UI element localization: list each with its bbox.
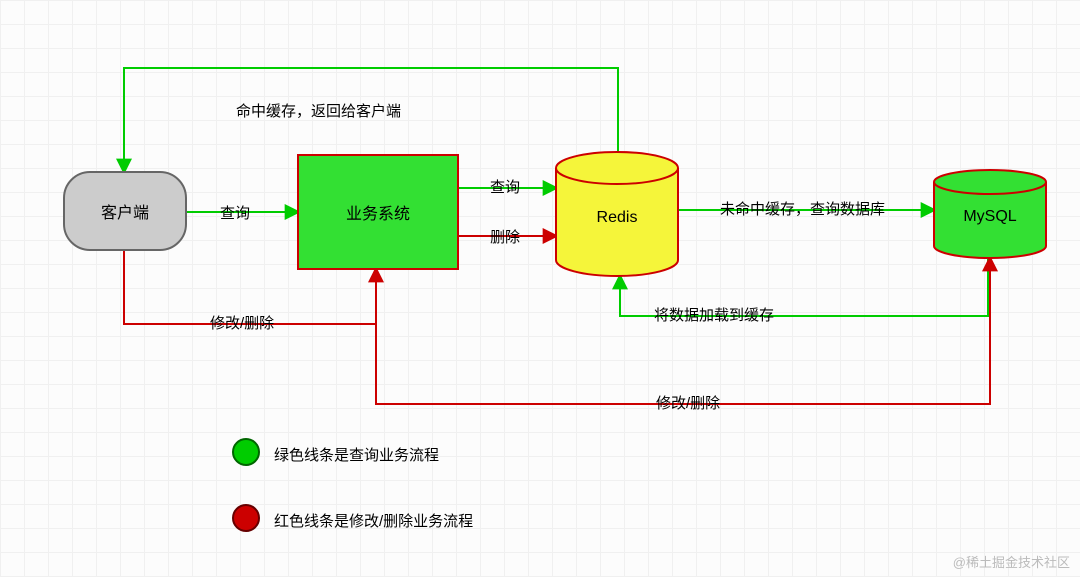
edge-label-modify2: 修改/删除 xyxy=(656,392,720,413)
legend-dot-green xyxy=(232,438,260,466)
edge-modify2 xyxy=(376,258,990,404)
legend-dot-red xyxy=(232,504,260,532)
edge-label-load-cache: 将数据加载到缓存 xyxy=(654,304,774,325)
edge-label-query1: 查询 xyxy=(220,202,250,223)
edge-label-modify1: 修改/删除 xyxy=(210,312,274,333)
edge-label-delete: 删除 xyxy=(490,226,520,247)
watermark: @稀土掘金技术社区 xyxy=(953,552,1070,571)
node-mysql-label: MySQL xyxy=(934,182,1046,252)
edge-label-cache-hit: 命中缓存，返回给客户端 xyxy=(236,100,401,121)
node-redis-label: Redis xyxy=(556,168,678,268)
edge-label-query2: 查询 xyxy=(490,176,520,197)
legend-text-green: 绿色线条是查询业务流程 xyxy=(274,444,439,465)
legend-text-red: 红色线条是修改/删除业务流程 xyxy=(274,510,473,531)
edge-label-miss: 未命中缓存，查询数据库 xyxy=(720,198,885,219)
node-service-label: 业务系统 xyxy=(298,155,458,269)
node-client-label: 客户端 xyxy=(64,172,186,250)
diagram-canvas xyxy=(0,0,1080,577)
